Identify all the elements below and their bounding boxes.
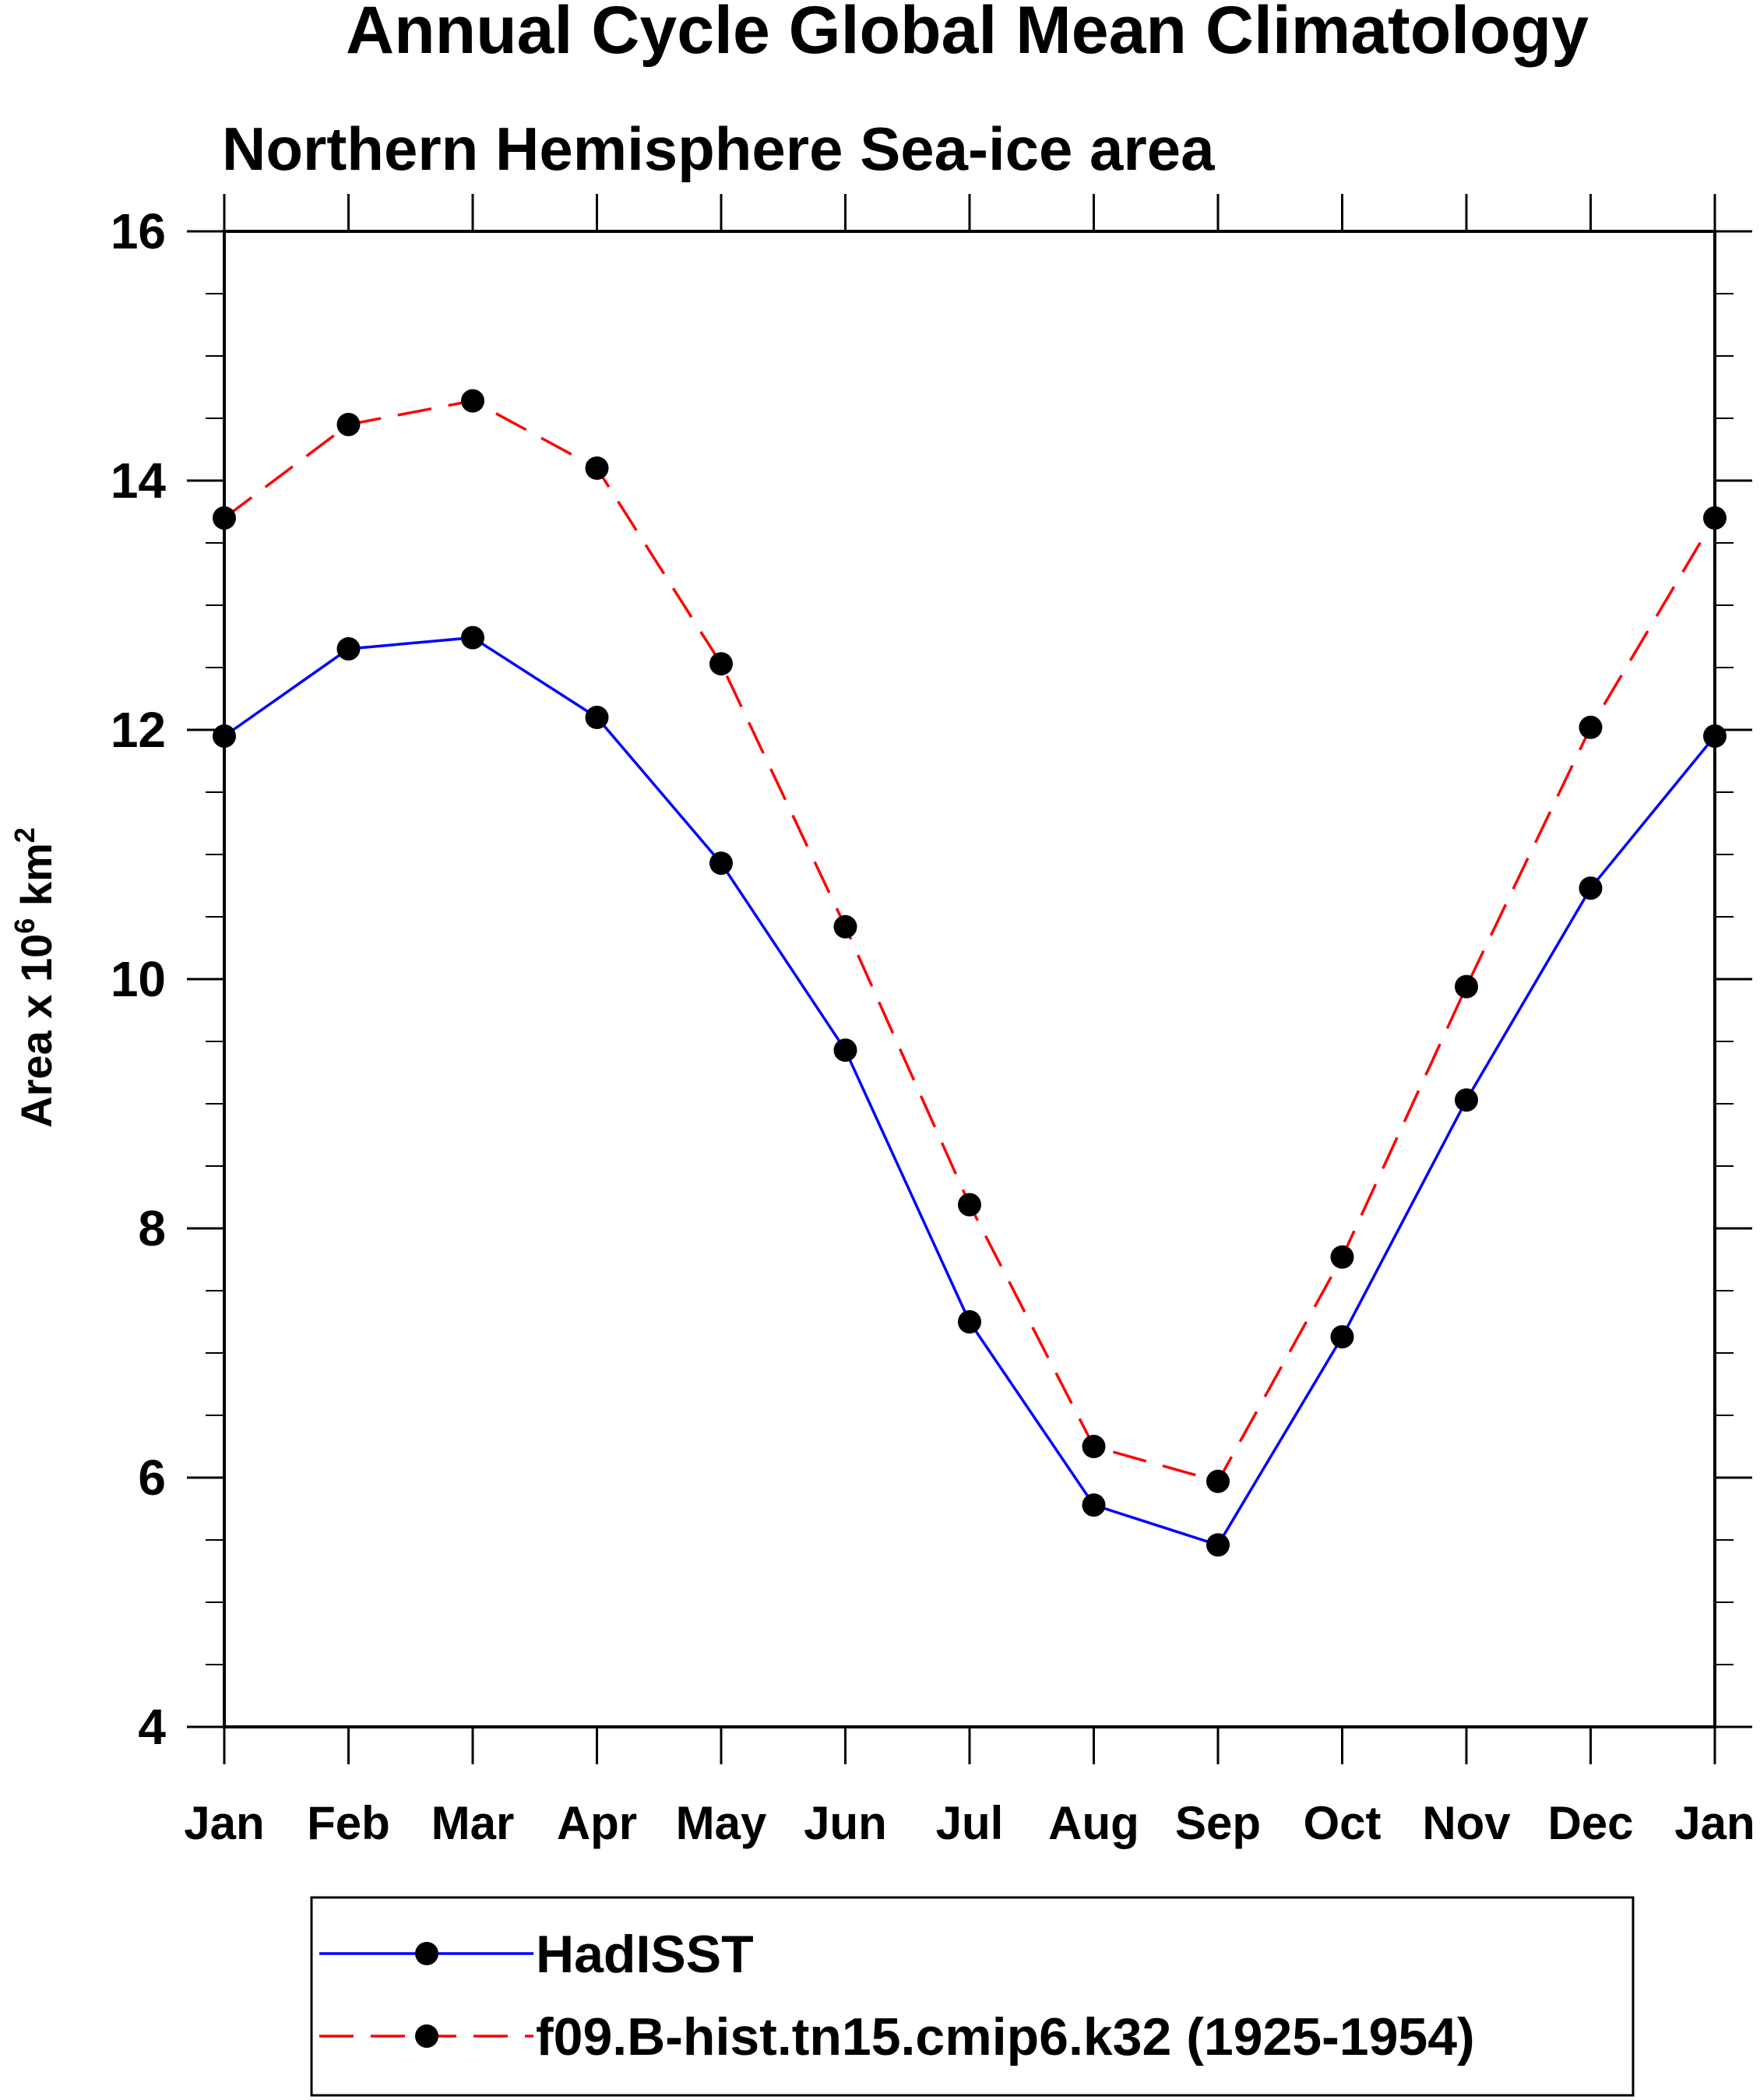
y-axis-label-exp1: 6 — [9, 918, 40, 934]
chart-title: Annual Cycle Global Mean Climatology — [346, 0, 1589, 68]
legend-label-0: HadISST — [536, 1925, 754, 1984]
series-0-point — [1082, 1493, 1106, 1517]
plot-frame — [223, 230, 1716, 1728]
legend: HadISST f09.B-hist.tn15.cmip6.k32 (1925-1… — [319, 1925, 1475, 2067]
legend-marker-0 — [415, 1942, 438, 1965]
x-tick-label: Jan — [1674, 1797, 1755, 1849]
series-0-point — [336, 637, 361, 661]
series-lines — [223, 399, 1716, 1547]
x-tick-label: Apr — [557, 1797, 637, 1849]
series-1-point — [833, 914, 857, 939]
series-1-point — [1703, 506, 1727, 530]
x-tick-label: Feb — [307, 1797, 390, 1849]
y-tick-label: 10 — [111, 951, 166, 1007]
legend-label-1: f09.B-hist.tn15.cmip6.k32 (1925-1954) — [536, 2007, 1475, 2067]
series-1-point — [1082, 1435, 1106, 1458]
y-tick-label: 14 — [111, 453, 167, 509]
series-0-point — [1703, 724, 1727, 748]
series-1-point — [585, 456, 609, 480]
legend-marker-1 — [415, 2024, 438, 2048]
series-0-point — [213, 724, 236, 748]
y-axis-label-prefix: Area x 10 — [12, 934, 61, 1128]
series-1-point — [1579, 715, 1603, 739]
series-1-point — [709, 652, 733, 676]
x-tick-label: Jul — [936, 1797, 1004, 1849]
series-1-point — [336, 413, 361, 436]
x-tick-label: Aug — [1048, 1797, 1139, 1849]
x-tick-label: Jan — [184, 1797, 264, 1849]
series-1-point — [1206, 1469, 1230, 1493]
y-axis-label: Area x 106 km2 — [9, 827, 61, 1128]
y-tick-label: 6 — [138, 1450, 166, 1506]
y-axis-label-unit: km — [12, 843, 61, 918]
series-1-point — [1455, 974, 1478, 999]
x-tick-label: Jun — [804, 1797, 887, 1849]
x-tick-label: Dec — [1547, 1797, 1633, 1849]
series-1-point — [213, 506, 236, 530]
series-0-point — [958, 1310, 981, 1334]
y-axis-label-exp2: 2 — [9, 827, 40, 843]
y-tick-label: 8 — [138, 1200, 166, 1256]
y-axis-ticks: 4 6 8 10 12 14 16 — [111, 203, 1752, 1755]
series-0-point — [1579, 876, 1603, 900]
series-0-point — [461, 625, 484, 650]
series-line-0 — [223, 636, 1716, 1547]
series-0-point — [1455, 1088, 1478, 1112]
series-0-point — [833, 1038, 857, 1062]
y-tick-label: 16 — [111, 203, 166, 259]
chart-subtitle: Northern Hemisphere Sea-ice area — [222, 115, 1215, 183]
series-1-point — [958, 1193, 981, 1217]
y-tick-label: 4 — [138, 1699, 166, 1755]
x-tick-label: May — [676, 1797, 767, 1849]
x-tick-label: Sep — [1175, 1797, 1261, 1849]
x-tick-label: Oct — [1303, 1797, 1381, 1849]
legend-box — [310, 1896, 1635, 2097]
series-points — [213, 389, 1727, 1557]
series-0-point — [709, 851, 733, 876]
series-0-point — [1330, 1325, 1354, 1349]
x-tick-label: Nov — [1422, 1797, 1511, 1849]
series-0-point — [585, 706, 609, 729]
series-1-point — [461, 389, 484, 413]
x-tick-label: Mar — [431, 1797, 515, 1849]
x-axis-ticks: Jan Feb Mar Apr May Jun Jul Aug Sep Oct Nov Dec Jan — [184, 194, 1755, 1849]
y-tick-label: 12 — [111, 702, 166, 758]
series-1-point — [1330, 1245, 1354, 1269]
series-0-point — [1206, 1533, 1230, 1557]
